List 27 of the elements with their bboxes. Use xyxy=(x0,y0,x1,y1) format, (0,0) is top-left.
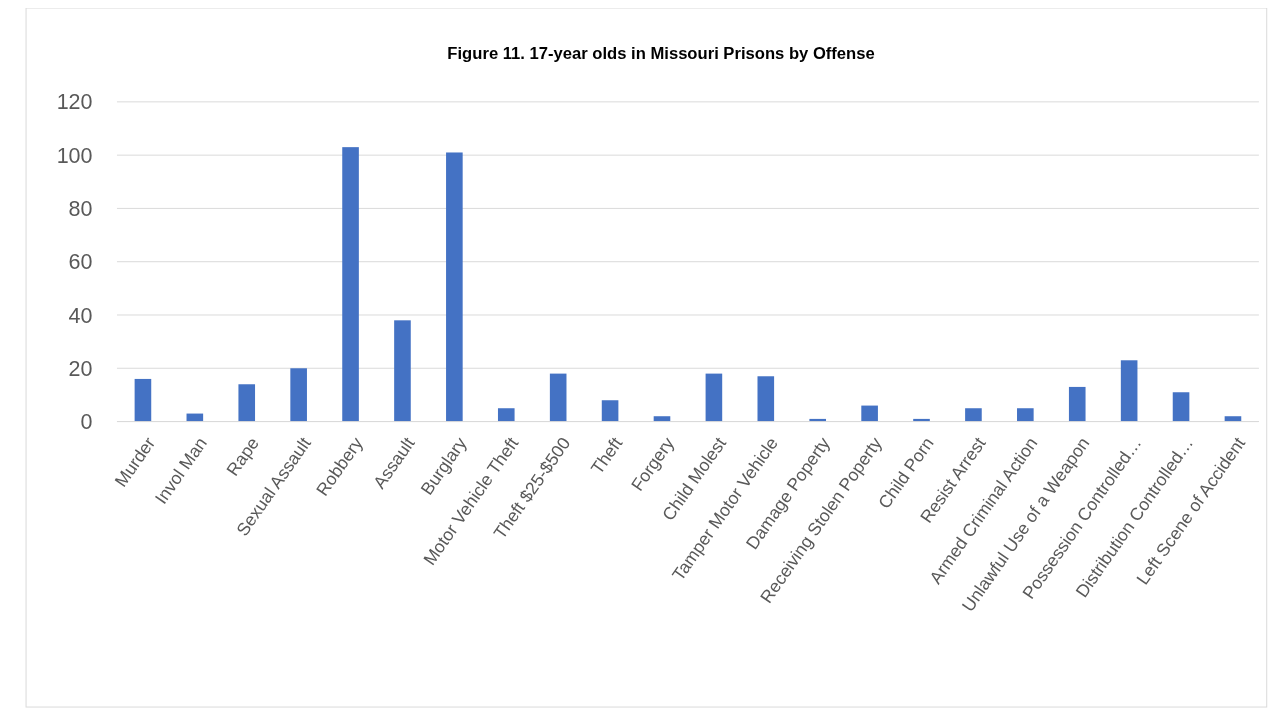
y-tick-label: 0 xyxy=(80,410,93,435)
y-tick-label: 80 xyxy=(68,196,93,221)
bar xyxy=(705,373,723,422)
y-tick-label: 120 xyxy=(56,90,93,115)
bar xyxy=(549,373,567,422)
bar xyxy=(446,152,463,422)
y-tick-label: 40 xyxy=(68,303,93,328)
bar xyxy=(342,147,359,422)
bar xyxy=(861,405,878,422)
bar xyxy=(1017,408,1034,422)
chart-title: Figure 11. 17-year olds in Missouri Prisons by Offense xyxy=(447,43,875,63)
bar xyxy=(601,400,619,422)
bar xyxy=(1224,416,1242,422)
bar xyxy=(394,320,411,422)
bar xyxy=(290,368,307,422)
bar xyxy=(1068,386,1086,422)
bar xyxy=(757,376,775,422)
y-tick-label: 20 xyxy=(68,356,93,381)
bar xyxy=(1172,392,1190,422)
bar xyxy=(238,384,256,422)
bar xyxy=(497,408,515,422)
bar xyxy=(965,408,982,422)
y-tick-label: 100 xyxy=(56,143,93,168)
bar xyxy=(1120,360,1138,422)
bar xyxy=(134,378,152,422)
bar xyxy=(653,416,671,422)
y-tick-label: 60 xyxy=(68,250,93,275)
